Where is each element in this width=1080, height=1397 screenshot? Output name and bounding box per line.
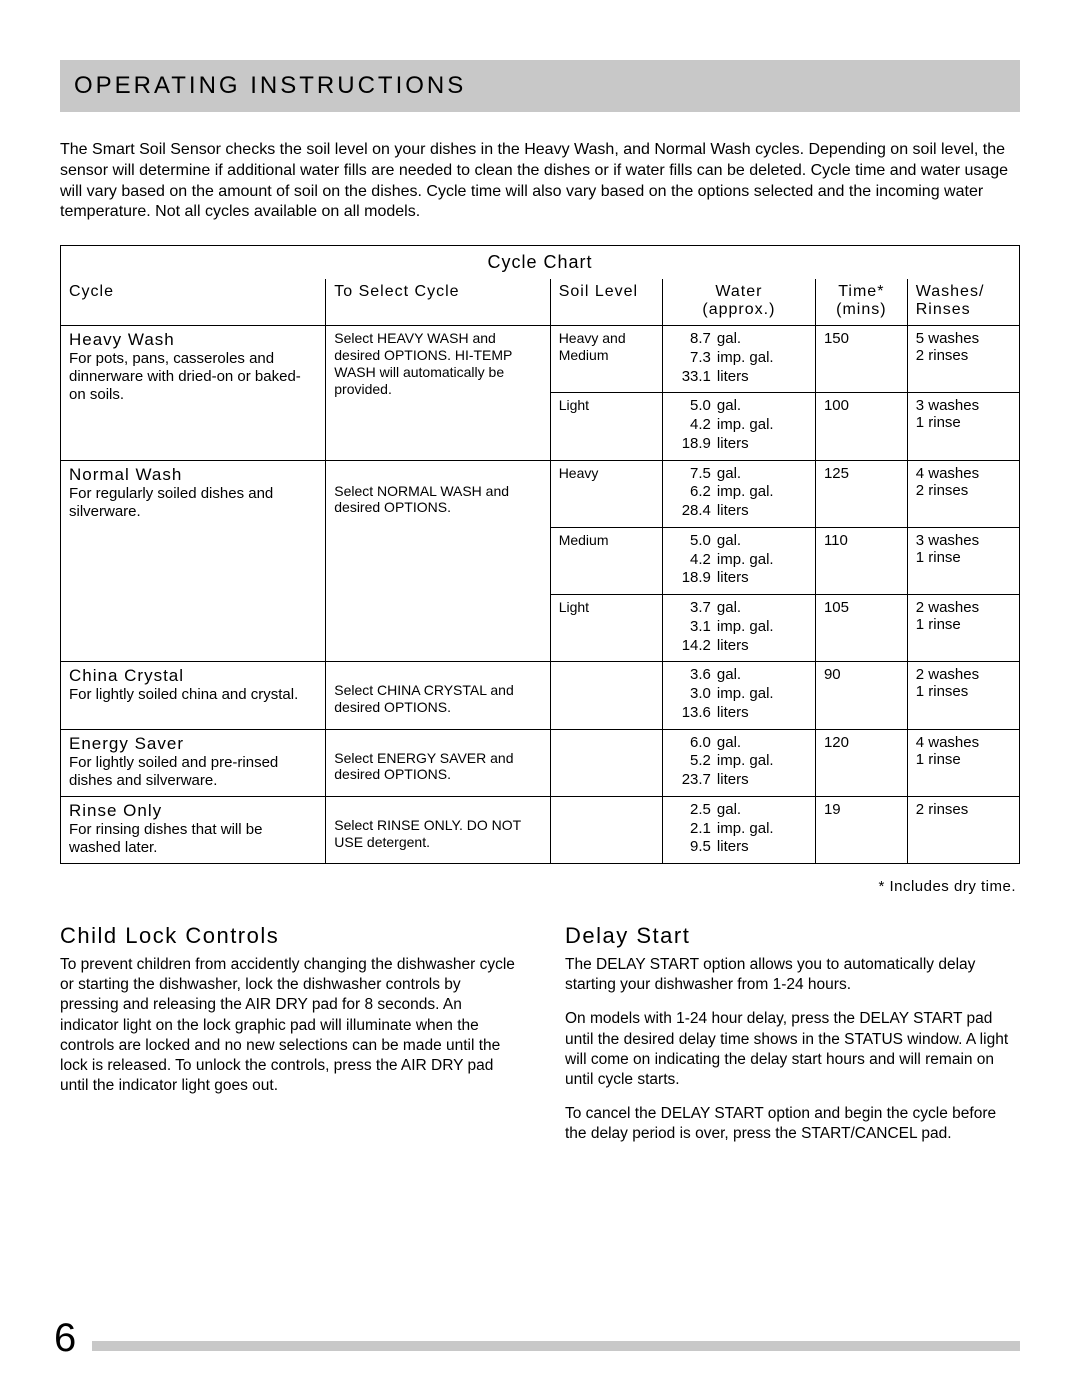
child-lock-section: Child Lock Controls To prevent children …: [60, 923, 515, 1158]
table-row: Heavy Wash For pots, pans, casseroles an…: [61, 326, 1020, 393]
table-title: Cycle Chart: [61, 246, 1020, 280]
table-title-row: Cycle Chart: [61, 246, 1020, 280]
soil-cell: Heavy: [550, 460, 662, 527]
page-heading: OPERATING INSTRUCTIONS: [74, 72, 1006, 100]
select-cell: Select ENERGY SAVER and desired OPTIONS.: [326, 729, 550, 796]
soil-cell: [550, 796, 662, 863]
water-cell: 7.5gal. 6.2imp. gal. 28.4liters: [662, 460, 815, 527]
soil-cell: Medium: [550, 527, 662, 594]
col-header-rinse: Washes/ Rinses: [907, 279, 1019, 326]
time-cell: 125: [815, 460, 907, 527]
rinse-cell: 2 washes 1 rinse: [907, 595, 1019, 662]
delay-start-title: Delay Start: [565, 923, 1020, 949]
time-cell: 100: [815, 393, 907, 460]
soil-cell: Light: [550, 393, 662, 460]
soil-cell: [550, 662, 662, 729]
child-lock-body: To prevent children from accidently chan…: [60, 955, 515, 1096]
page-footer-bar: [92, 1341, 1020, 1351]
table-header-row: Cycle To Select Cycle Soil Level Water (…: [61, 279, 1020, 326]
intro-paragraph: The Smart Soil Sensor checks the soil le…: [60, 140, 1020, 223]
table-row: Normal Wash For regularly soiled dishes …: [61, 460, 1020, 527]
delay-start-p2: On models with 1-24 hour delay, press th…: [565, 1009, 1020, 1090]
col-header-time: Time* (mins): [815, 279, 907, 326]
table-row: Rinse Only For rinsing dishes that will …: [61, 796, 1020, 863]
rinse-cell: 2 rinses: [907, 796, 1019, 863]
col-header-soil: Soil Level: [550, 279, 662, 326]
select-cell: Select NORMAL WASH and desired OPTIONS.: [326, 460, 550, 662]
rinse-cell: 3 washes 1 rinse: [907, 393, 1019, 460]
soil-cell: Heavy and Medium: [550, 326, 662, 393]
water-cell: 3.6gal. 3.0imp. gal. 13.6liters: [662, 662, 815, 729]
table-row: Energy Saver For lightly soiled and pre-…: [61, 729, 1020, 796]
water-cell: 8.7gal. 7.3imp. gal. 33.1liters: [662, 326, 815, 393]
cycle-cell: Normal Wash For regularly soiled dishes …: [61, 460, 326, 662]
page-number: 6: [54, 1316, 76, 1361]
table-row: China Crystal For lightly soiled china a…: [61, 662, 1020, 729]
time-cell: 90: [815, 662, 907, 729]
col-header-water: Water (approx.): [662, 279, 815, 326]
water-cell: 6.0gal. 5.2imp. gal. 23.7liters: [662, 729, 815, 796]
col-header-cycle: Cycle: [61, 279, 326, 326]
delay-start-section: Delay Start The DELAY START option allow…: [565, 923, 1020, 1158]
select-cell: Select CHINA CRYSTAL and desired OPTIONS…: [326, 662, 550, 729]
soil-cell: [550, 729, 662, 796]
time-cell: 105: [815, 595, 907, 662]
time-cell: 110: [815, 527, 907, 594]
delay-start-p3: To cancel the DELAY START option and beg…: [565, 1104, 1020, 1144]
cycle-cell: Energy Saver For lightly soiled and pre-…: [61, 729, 326, 796]
section-heading-bar: OPERATING INSTRUCTIONS: [60, 60, 1020, 112]
table-footnote: * Includes dry time.: [60, 864, 1020, 895]
water-cell: 5.0gal. 4.2imp. gal. 18.9liters: [662, 527, 815, 594]
delay-start-p1: The DELAY START option allows you to aut…: [565, 955, 1020, 995]
soil-cell: Light: [550, 595, 662, 662]
cycle-cell: Rinse Only For rinsing dishes that will …: [61, 796, 326, 863]
time-cell: 19: [815, 796, 907, 863]
water-cell: 2.5gal. 2.1imp. gal. 9.5liters: [662, 796, 815, 863]
rinse-cell: 4 washes 1 rinse: [907, 729, 1019, 796]
child-lock-title: Child Lock Controls: [60, 923, 515, 949]
water-cell: 3.7gal. 3.1imp. gal. 14.2liters: [662, 595, 815, 662]
rinse-cell: 3 washes 1 rinse: [907, 527, 1019, 594]
cycle-cell: Heavy Wash For pots, pans, casseroles an…: [61, 326, 326, 461]
select-cell: Select RINSE ONLY. DO NOT USE detergent.: [326, 796, 550, 863]
time-cell: 150: [815, 326, 907, 393]
col-header-select: To Select Cycle: [326, 279, 550, 326]
rinse-cell: 4 washes 2 rinses: [907, 460, 1019, 527]
water-cell: 5.0gal. 4.2imp. gal. 18.9liters: [662, 393, 815, 460]
select-cell: Select HEAVY WASH and desired OPTIONS. H…: [326, 326, 550, 461]
rinse-cell: 2 washes 1 rinses: [907, 662, 1019, 729]
cycle-chart-table: Cycle Chart Cycle To Select Cycle Soil L…: [60, 245, 1020, 864]
cycle-cell: China Crystal For lightly soiled china a…: [61, 662, 326, 729]
rinse-cell: 5 washes 2 rinses: [907, 326, 1019, 393]
time-cell: 120: [815, 729, 907, 796]
